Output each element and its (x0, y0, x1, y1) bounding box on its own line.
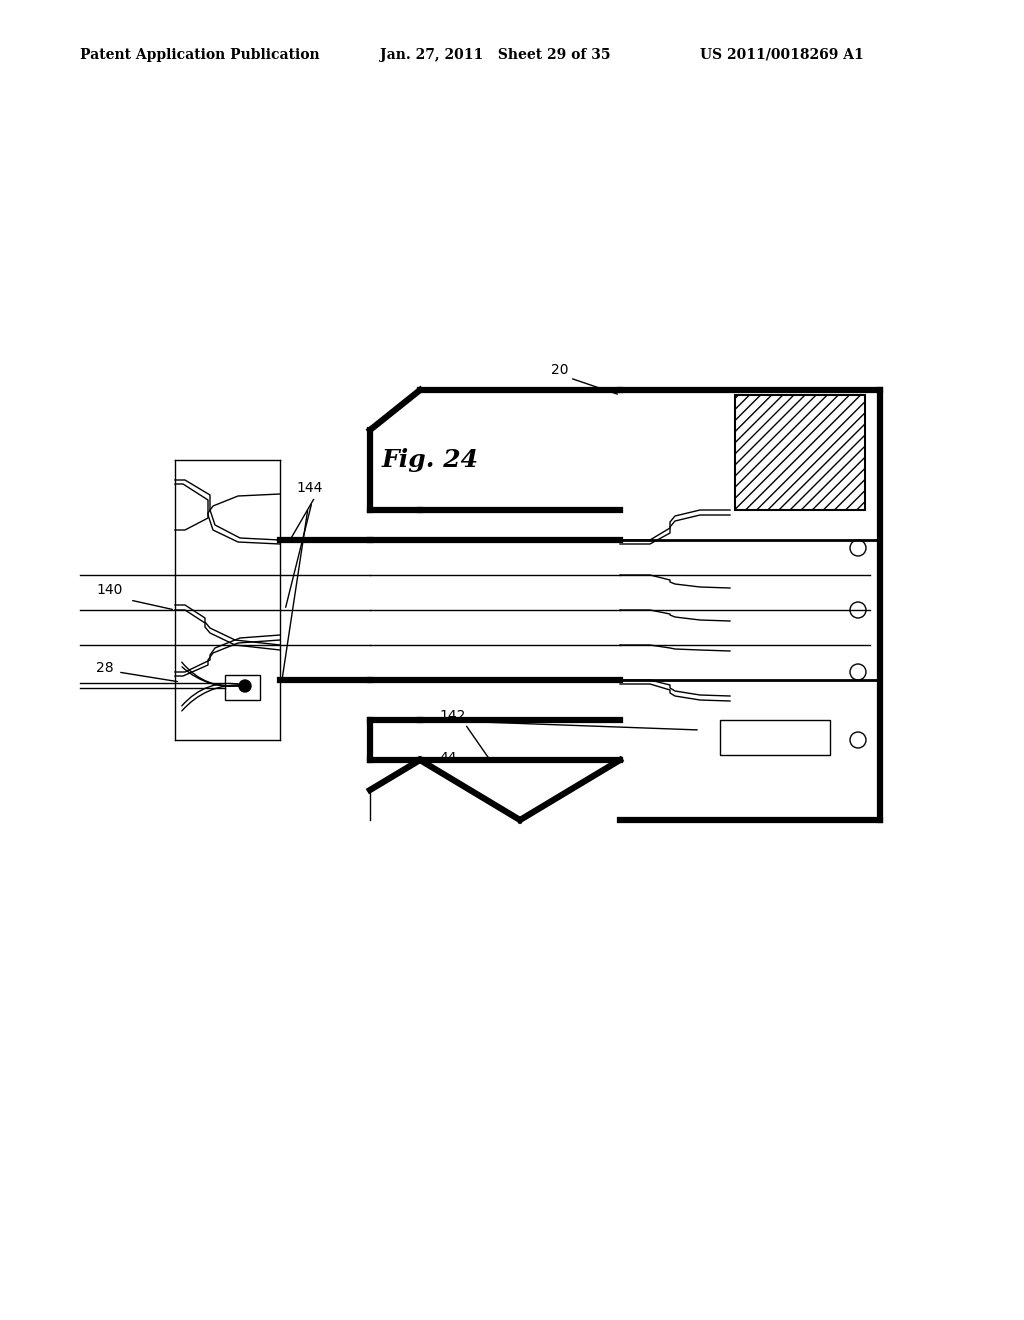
Text: 44: 44 (439, 751, 457, 766)
Text: 20: 20 (551, 363, 568, 378)
Text: Jan. 27, 2011   Sheet 29 of 35: Jan. 27, 2011 Sheet 29 of 35 (380, 48, 610, 62)
Text: Patent Application Publication: Patent Application Publication (80, 48, 319, 62)
Bar (720, 719, 830, 755)
Text: 140: 140 (97, 583, 123, 597)
Bar (735, 395, 865, 510)
Text: 142: 142 (440, 709, 466, 723)
Text: US 2011/0018269 A1: US 2011/0018269 A1 (700, 48, 864, 62)
Bar (225, 675, 260, 700)
Text: 28: 28 (96, 661, 114, 675)
Circle shape (239, 680, 251, 692)
Text: Fig. 24: Fig. 24 (382, 447, 478, 473)
Text: 144: 144 (297, 480, 324, 495)
